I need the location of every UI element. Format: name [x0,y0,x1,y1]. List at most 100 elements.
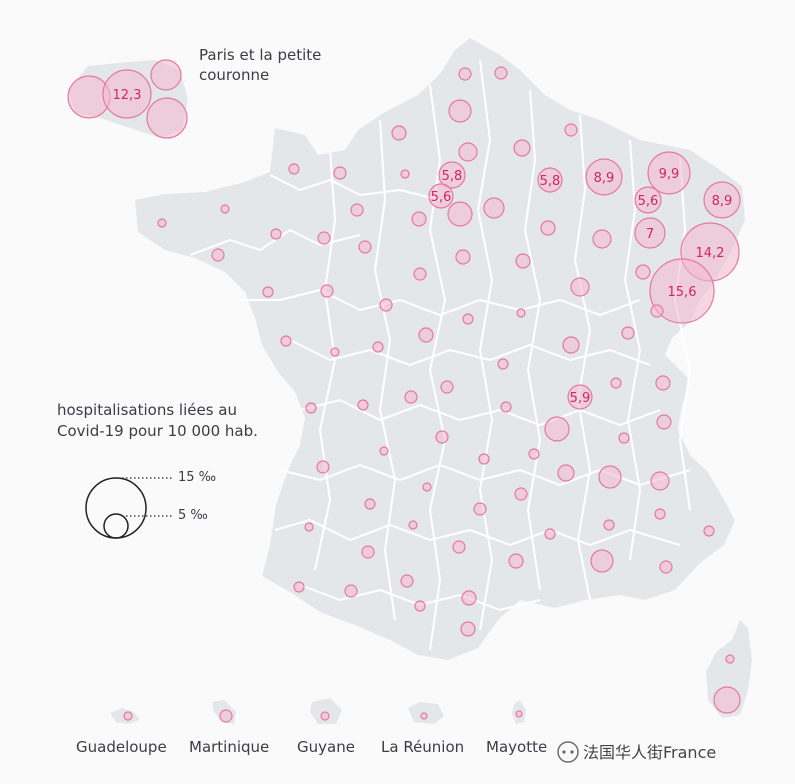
legend-big-label: 15 ‰ [178,470,217,485]
department-bubble [610,377,622,389]
department-bubble [562,336,580,354]
department-bubble [540,220,556,236]
department-bubble [455,249,471,265]
department-bubble [435,430,449,444]
department-bubble [391,125,407,141]
department-bubble [404,390,418,404]
department-bubble [211,248,225,262]
department-bubble [400,169,410,179]
department-bubble [515,710,523,718]
bubble-bas_rhin_north [703,181,741,219]
department-bubble [461,590,477,606]
department-bubble [418,327,434,343]
department-bubble [414,600,426,612]
bubble-moselle_east [647,151,691,195]
bubble-label-meurthe: 5,6 [638,194,659,209]
department-bubble [515,253,531,269]
reunion-shape [408,702,444,724]
department-bubble [448,99,472,123]
territory-label-guadeloupe: Guadeloupe [76,738,167,756]
bubble-label-val_doise: 5,6 [431,190,452,205]
department-bubble [650,471,670,491]
department-bubble [516,308,526,318]
department-bubble [379,298,393,312]
department-bubble [305,402,317,414]
department-bubble [420,712,428,720]
department-bubble [458,142,478,162]
department-bubble [621,326,635,340]
department-bubble [330,347,340,357]
bubble-label-haut_rhin: 15,6 [668,285,697,300]
department-bubble [150,59,182,91]
department-bubble [123,711,133,721]
bubble-moselle [585,158,623,196]
legend-big-circle [85,477,147,539]
department-bubble [598,465,622,489]
department-bubble [447,201,473,227]
department-bubble [333,166,347,180]
guyane-shape [310,698,342,724]
department-bubble [650,304,664,318]
bubble-label-bas_rhin_north: 8,9 [712,194,733,209]
legend-small-label: 5 ‰ [178,508,208,523]
department-bubble [304,522,314,532]
department-bubble [262,286,274,298]
department-bubble [462,313,474,325]
department-bubble [656,414,672,430]
department-bubble [473,502,487,516]
department-bubble [544,528,556,540]
department-bubble [452,540,466,554]
department-bubble [288,163,300,175]
bubble-label-saone_loire: 5,9 [570,391,591,406]
department-bubble [357,399,369,411]
department-bubble [320,711,330,721]
department-bubble [350,203,364,217]
territory-label-mayotte: Mayotte [486,738,548,756]
department-bubble [460,621,476,637]
territory-label-reunion: La Réunion [381,738,465,756]
department-bubble [592,229,612,249]
bubble-oise [438,161,466,189]
bubble-layer [67,59,741,723]
department-bubble [422,482,432,492]
department-bubble [544,416,570,442]
bubble-label-layer: 12,3 5,8 5,8 8,9 9,9 8,9 5,6 5,6 7 14,2 15,6 5,9 [113,88,733,406]
bubble-label-oise: 5,8 [442,169,463,184]
department-bubble [494,66,508,80]
bubble-val_doise [428,183,454,209]
legend-small-circle [103,513,129,539]
department-bubble [603,519,615,531]
mainland-france [135,38,745,660]
bubble-aisne [537,167,563,193]
department-bubble [411,211,427,227]
department-bubble [713,686,741,714]
department-bubble [458,67,472,81]
legend-graphic [85,477,172,539]
department-bubble [293,581,305,593]
territory-label-guyane: Guyane [297,738,355,756]
department-bubble [513,139,531,157]
department-bubble [478,453,490,465]
department-bubble [220,204,230,214]
department-bubble [317,231,331,245]
department-bubble [725,654,735,664]
department-bubble [280,335,292,347]
department-bubble [157,218,167,228]
bubble-label-bas_rhin: 14,2 [696,246,725,261]
department-borders [189,59,692,651]
department-bubble [372,341,384,353]
department-bubble [528,448,540,460]
bubble-label-moselle: 8,9 [594,171,615,186]
department-bubble [316,460,330,474]
department-bubble [364,498,376,510]
department-bubble [408,520,418,530]
bubble-label-moselle_east: 9,9 [659,167,680,182]
department-bubble [483,197,505,219]
bubble-meurthe [634,186,662,214]
department-bubble [500,401,512,413]
department-bubble [497,358,509,370]
bubble-paris [102,69,152,119]
bubble-saone_loire [567,384,593,410]
department-bubble [635,264,651,280]
